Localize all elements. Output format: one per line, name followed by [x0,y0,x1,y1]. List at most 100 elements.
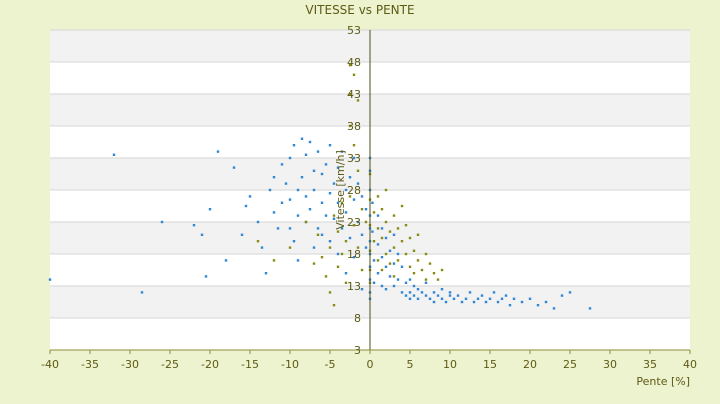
data-point-series-1 [432,291,436,294]
data-point-series-1 [376,243,380,246]
data-point-series-1 [336,166,340,169]
data-point-series-1 [232,166,236,169]
data-point-series-2 [400,204,404,208]
data-point-series-1 [304,153,308,156]
data-point-series-1 [316,227,320,230]
data-point-series-1 [248,195,252,198]
data-point-series-1 [428,297,432,300]
data-point-series-1 [452,297,456,300]
data-point-series-1 [512,297,516,300]
data-point-series-2 [376,195,380,198]
data-point-series-1 [392,262,396,265]
data-point-series-1 [312,246,316,249]
y-axis-title: Vitesse [km/h] [334,150,347,230]
data-point-series-1 [364,246,368,249]
data-point-series-1 [436,294,440,297]
data-point-series-1 [328,240,332,243]
data-point-series-1 [284,182,288,185]
y-tick-label: 3 [354,344,361,357]
data-point-series-2 [356,99,360,102]
y-tick-label: 18 [347,248,361,261]
data-point-series-2 [356,246,360,249]
data-point-series-1 [404,294,408,297]
data-point-series-2 [380,208,384,211]
data-point-series-1 [360,233,364,236]
data-point-series-1 [468,291,472,294]
data-point-series-1 [336,252,340,256]
data-point-series-1 [396,278,400,281]
data-point-series-2 [416,233,420,236]
data-point-series-1 [324,163,328,166]
data-point-series-1 [424,281,428,284]
data-point-series-1 [272,176,276,179]
data-point-series-1 [200,233,204,236]
data-point-series-1 [508,304,512,307]
data-point-series-2 [352,73,356,76]
x-tick-label: 25 [563,358,577,371]
data-point-series-2 [408,236,412,240]
data-point-series-1 [332,217,336,220]
data-point-series-1 [292,240,296,243]
data-point-series-2 [304,220,308,224]
data-point-series-1 [384,265,388,268]
data-point-series-2 [340,252,344,256]
data-point-series-1 [332,182,336,185]
data-point-series-1 [340,150,344,153]
x-tick-label: 20 [523,358,537,371]
data-point-series-1 [560,294,564,297]
data-point-series-1 [408,291,412,294]
data-point-series-1 [484,300,488,304]
data-point-series-1 [392,233,396,236]
data-point-series-2 [344,281,348,284]
data-point-series-1 [264,272,268,275]
x-tick-label: 5 [407,358,414,371]
data-point-series-1 [380,256,384,259]
y-tick-label: 23 [347,216,361,229]
data-point-series-1 [448,291,452,294]
data-point-series-2 [388,262,392,265]
data-point-series-1 [328,144,332,147]
data-point-series-1 [288,227,292,230]
data-point-series-2 [424,278,428,281]
data-point-series-1 [488,297,492,300]
data-point-series-1 [384,288,388,291]
data-point-series-1 [416,297,420,300]
x-tick-label: -15 [241,358,259,371]
data-point-series-1 [588,307,592,310]
data-point-series-2 [340,201,344,204]
data-point-series-1 [448,294,452,297]
data-point-series-1 [400,291,404,294]
data-point-series-1 [464,297,468,300]
data-point-series-1 [500,297,504,300]
x-tick-label: -30 [121,358,139,371]
chart-title: VITESSE vs PENTE [305,3,414,17]
data-point-series-1 [112,153,116,156]
data-point-series-1 [268,188,272,192]
data-point-series-1 [348,176,352,179]
data-point-series-1 [372,281,376,284]
data-point-series-1 [416,288,420,291]
x-tick-label: 0 [367,358,374,371]
data-point-series-1 [320,233,324,236]
x-tick-label: -40 [41,358,59,371]
data-point-series-2 [380,236,384,240]
x-tick-label: 35 [643,358,657,371]
data-point-series-2 [256,240,260,243]
data-point-series-1 [304,195,308,198]
data-point-series-2 [352,224,356,227]
x-tick-label: -35 [81,358,99,371]
data-point-series-2 [360,268,364,272]
data-point-series-2 [408,265,412,268]
data-point-series-1 [272,211,276,214]
data-point-series-2 [392,214,396,217]
data-point-series-1 [292,144,296,147]
data-point-series-2 [320,256,324,259]
data-point-series-1 [352,256,356,259]
data-point-series-1 [371,201,374,204]
data-point-series-2 [404,224,408,227]
data-point-series-1 [460,300,464,304]
data-point-series-1 [420,291,424,294]
data-point-series-1 [316,150,320,153]
data-point-series-1 [296,259,300,262]
